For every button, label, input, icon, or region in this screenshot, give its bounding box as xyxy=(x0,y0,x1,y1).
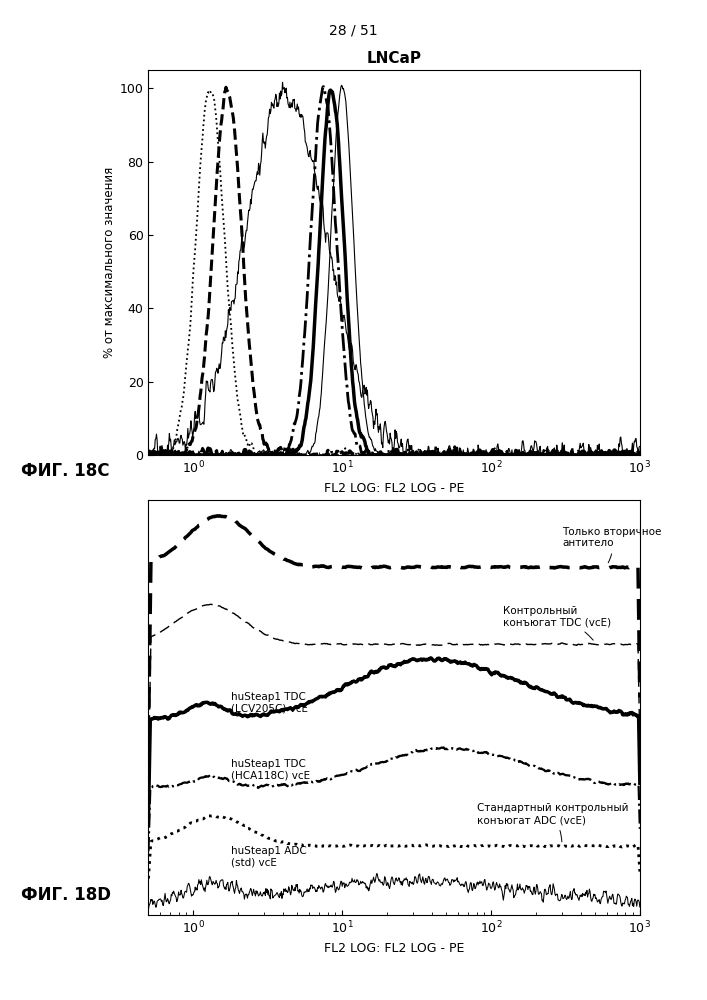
Text: huSteap1 ADC
(std) vcE: huSteap1 ADC (std) vcE xyxy=(231,846,307,867)
Text: ФИГ. 18D: ФИГ. 18D xyxy=(21,886,111,904)
X-axis label: FL2 LOG: FL2 LOG - PE: FL2 LOG: FL2 LOG - PE xyxy=(324,482,464,495)
Text: Стандартный контрольный
конъюгат ADC (vcE): Стандартный контрольный конъюгат ADC (vc… xyxy=(477,803,628,842)
X-axis label: FL2 LOG: FL2 LOG - PE: FL2 LOG: FL2 LOG - PE xyxy=(324,942,464,955)
Y-axis label: % от максимального значения: % от максимального значения xyxy=(103,167,115,358)
Text: huSteap1 TDC
(HCA118C) vcE: huSteap1 TDC (HCA118C) vcE xyxy=(231,759,310,780)
Text: Контрольный
конъюгат TDC (vcE): Контрольный конъюгат TDC (vcE) xyxy=(503,606,611,640)
Text: ФИГ. 18C: ФИГ. 18C xyxy=(21,462,110,480)
Text: huSteap1 TDC
(LCV205C) vcE: huSteap1 TDC (LCV205C) vcE xyxy=(231,692,308,713)
Title: LNCaP: LNCaP xyxy=(367,51,421,66)
Text: Только вторичное
антитело: Только вторичное антитело xyxy=(562,527,661,563)
Text: 28 / 51: 28 / 51 xyxy=(329,23,378,37)
